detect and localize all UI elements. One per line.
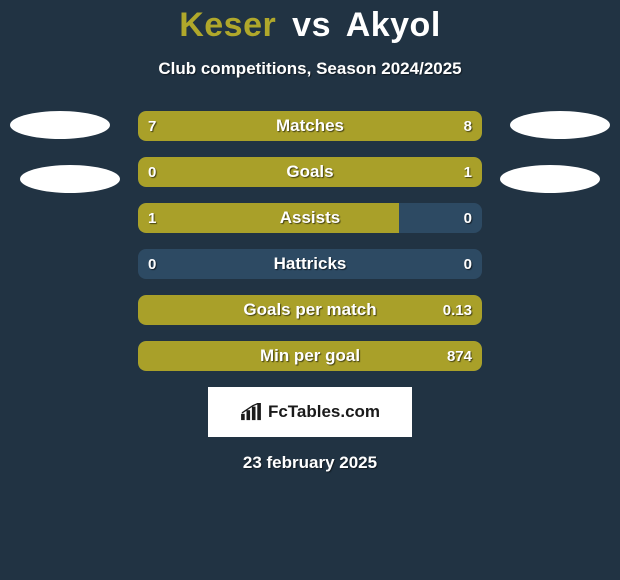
title-vs: vs [292, 6, 331, 44]
stat-row: Assists10 [138, 203, 482, 233]
bar-fill-right [299, 111, 482, 141]
bar-fill-left [138, 111, 299, 141]
content-area: Matches78Goals01Assists10Hattricks00Goal… [0, 111, 620, 473]
bar-fill [138, 157, 482, 187]
stat-row: Matches78 [138, 111, 482, 141]
stat-row: Hattricks0 0 [138, 249, 482, 279]
player-marker-right [510, 111, 610, 139]
bar-fill-left [138, 203, 399, 233]
player1-name: Keser [179, 6, 276, 44]
page-title: Keser vs Akyol [0, 6, 620, 45]
logo-text: FcTables.com [268, 402, 380, 422]
player-marker-left [20, 165, 120, 193]
bar-fill [138, 341, 482, 371]
chart-icon [240, 403, 262, 421]
stat-row: Goals01 [138, 157, 482, 187]
stat-bars: Matches78Goals01Assists10Hattricks00Goal… [138, 111, 482, 371]
stat-row: Min per goal874 [138, 341, 482, 371]
comparison-infographic: Keser vs Akyol Club competitions, Season… [0, 0, 620, 580]
stat-value-right: 0 [464, 203, 472, 233]
bar-fill [138, 295, 482, 325]
player-marker-right [500, 165, 600, 193]
logo-box: FcTables.com [208, 387, 412, 437]
player2-name: Akyol [346, 6, 441, 44]
date-line: 23 february 2025 [0, 453, 620, 473]
player-marker-left [10, 111, 110, 139]
stat-label: Hattricks [138, 249, 482, 279]
subtitle: Club competitions, Season 2024/2025 [0, 59, 620, 79]
stat-row: Goals per match0.13 [138, 295, 482, 325]
stat-value-right: 0 [464, 249, 472, 279]
stat-value-left: 0 [148, 249, 156, 279]
